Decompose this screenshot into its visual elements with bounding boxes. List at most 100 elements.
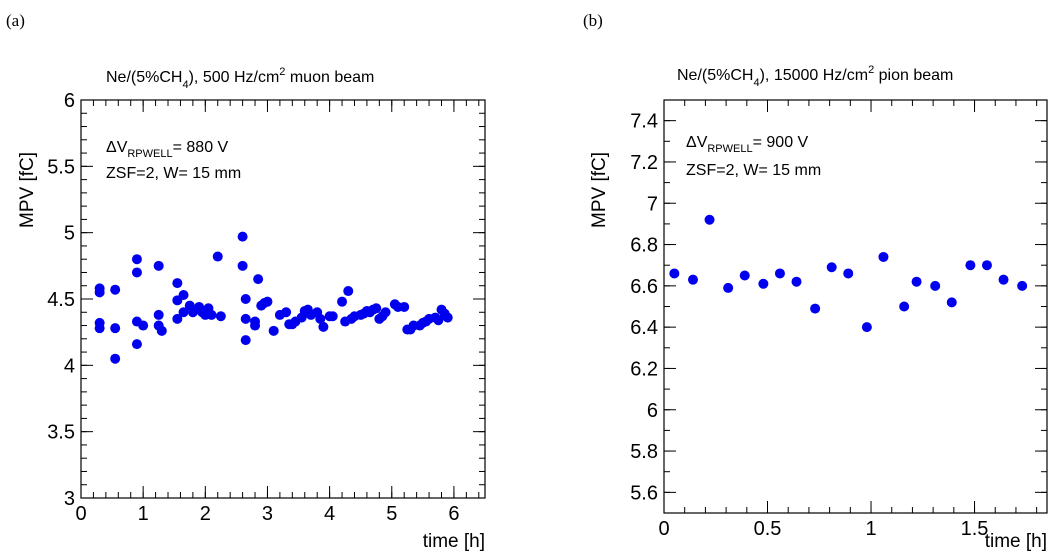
panel-b-x-axis-label: time [h] — [985, 531, 1047, 552]
data-point — [110, 284, 121, 295]
panel-b-title: Ne/(5%CH4), 15000 Hz/cm2 pion beam — [677, 64, 953, 89]
panel-a-label: (a) — [6, 11, 25, 30]
data-point — [669, 268, 680, 279]
y-tick-label: 6.2 — [630, 358, 658, 380]
data-point — [138, 320, 149, 331]
data-point — [911, 276, 922, 287]
data-point — [723, 282, 734, 293]
data-point — [206, 309, 217, 320]
data-point — [178, 307, 189, 318]
x-tick-label: 3 — [262, 503, 273, 525]
y-tick-label: 6.4 — [630, 317, 658, 339]
data-point — [1017, 280, 1028, 291]
data-point — [240, 335, 251, 346]
panel-a-x-axis-label: time [h] — [423, 531, 485, 552]
data-point — [156, 325, 167, 336]
data-point — [131, 339, 142, 350]
data-point — [110, 323, 121, 334]
data-point — [878, 251, 889, 262]
data-point — [704, 214, 715, 225]
data-point — [172, 313, 183, 324]
data-point — [250, 316, 261, 327]
y-tick-label: 5 — [64, 223, 75, 245]
data-point — [240, 294, 251, 304]
data-point — [131, 267, 142, 278]
y-tick-label: 4.5 — [47, 289, 75, 311]
x-tick-label: 6 — [448, 503, 459, 525]
data-point — [240, 313, 251, 324]
data-point — [739, 270, 750, 281]
data-point — [253, 274, 264, 285]
y-tick-label: 3.5 — [47, 422, 75, 444]
panel-a-tick-labels: 0 1 2 3 4 5 6 3 3.5 4 4.5 5 5.5 6 — [47, 90, 459, 525]
y-tick-label: 6 — [647, 400, 658, 422]
x-tick-label: 4 — [324, 503, 335, 525]
panel-b-points — [669, 214, 1028, 333]
panel-a: (a) Ne/(5%CH4), 500 Hz/cm2 muon beam 0 1 2… — [6, 11, 486, 552]
x-tick-label: 0.5 — [754, 518, 782, 540]
panel-a-title: Ne/(5%CH4), 500 Hz/cm2 muon beam — [106, 66, 374, 91]
data-point — [94, 287, 105, 298]
data-point — [212, 251, 223, 262]
data-point — [774, 268, 785, 279]
data-point — [153, 260, 164, 271]
x-tick-label: 2 — [200, 503, 211, 525]
data-point — [399, 301, 410, 312]
x-tick-label: 5 — [386, 503, 397, 525]
data-point — [237, 260, 248, 271]
y-tick-label: 6 — [64, 90, 75, 112]
x-tick-label: 0 — [658, 518, 669, 540]
data-point — [791, 276, 802, 287]
data-point — [998, 274, 1009, 285]
data-point — [758, 278, 769, 289]
data-point — [843, 268, 854, 279]
data-point — [237, 231, 248, 242]
data-point — [315, 313, 326, 324]
data-point — [433, 315, 444, 326]
data-point — [268, 325, 279, 336]
y-tick-label: 4 — [64, 355, 75, 377]
x-tick-label: 1 — [138, 503, 149, 525]
data-point — [371, 303, 382, 314]
data-point — [318, 321, 329, 332]
x-tick-label: 0 — [75, 503, 86, 525]
y-tick-label: 6.6 — [630, 276, 658, 298]
data-point — [178, 290, 189, 301]
panel-b-tick-labels: 0 0.5 1 1.5 5.6 5.8 6 6.2 6.4 6.6 6.8 7 7.2 7.4 — [630, 111, 988, 540]
panel-b-ticks — [663, 99, 1047, 514]
panel-a-ticks — [80, 99, 485, 499]
data-point — [861, 322, 872, 333]
panel-b-zsf-annotation: ZSF=2, W= 15 mm — [686, 162, 821, 179]
data-point — [327, 311, 338, 322]
y-tick-label: 5.8 — [630, 441, 658, 463]
data-point — [826, 262, 837, 273]
panel-a-voltage-annotation: ΔVRPWELL= 880 V — [106, 139, 229, 160]
data-point — [930, 280, 941, 291]
data-point — [131, 254, 142, 265]
data-point — [442, 312, 453, 323]
panel-a-zsf-annotation: ZSF=2, W= 15 mm — [106, 165, 241, 182]
panel-a-points — [94, 231, 453, 364]
y-tick-label: 5.6 — [630, 482, 658, 504]
x-tick-label: 1 — [865, 518, 876, 540]
y-tick-label: 7 — [647, 193, 658, 215]
data-point — [262, 296, 273, 307]
data-point — [687, 274, 698, 285]
data-point — [810, 303, 821, 314]
panel-b-label: (b) — [583, 11, 603, 30]
data-point — [281, 307, 292, 318]
y-tick-label: 6.8 — [630, 235, 658, 257]
y-tick-label: 7.4 — [630, 111, 658, 133]
y-tick-label: 3 — [64, 488, 75, 510]
data-point — [380, 307, 391, 318]
data-point — [981, 260, 992, 271]
data-point — [172, 278, 183, 289]
panel-a-y-axis-label: MPV [fC] — [17, 152, 38, 228]
panel-b-y-axis-label: MPV [fC] — [589, 152, 610, 228]
y-tick-label: 7.2 — [630, 152, 658, 174]
data-point — [337, 296, 348, 307]
data-point — [215, 311, 226, 322]
y-tick-label: 5.5 — [47, 156, 75, 178]
data-point — [899, 301, 910, 312]
